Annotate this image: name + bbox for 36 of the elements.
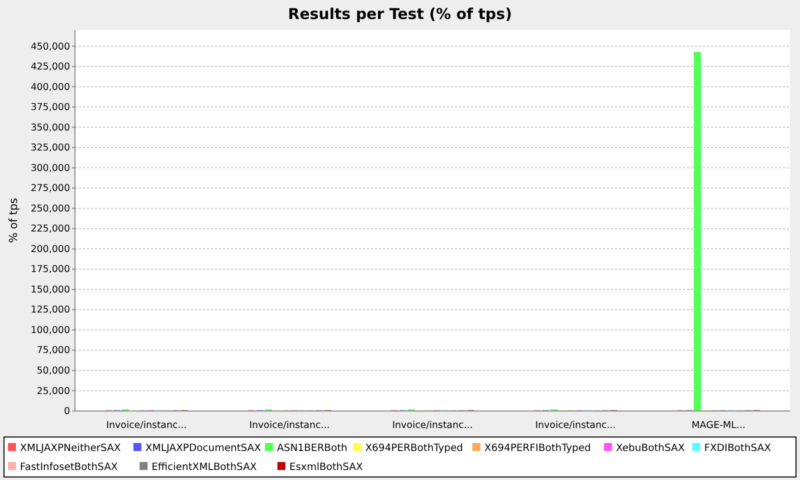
legend-label: ASN1BERBoth [277,443,348,454]
y-tick-label: 200,000 [30,244,70,255]
y-tick-label: 75,000 [36,345,70,356]
y-tick-label: 375,000 [30,102,70,114]
y-tick-label: 275,000 [30,183,70,194]
legend-label: FastInfosetBothSAX [20,462,118,473]
x-tick-label: Invoice/instanc... [392,420,473,431]
y-tick-label: 325,000 [30,142,70,154]
x-tick-label: Invoice/instanc... [249,420,330,431]
chart-title: Results per Test (% of tps) [288,5,512,23]
y-tick-label: 425,000 [30,62,70,73]
legend-label: X694PERFIBothTyped [484,443,591,454]
legend-label: X694PERBothTyped [365,443,463,454]
x-tick-label: Invoice/instanc... [535,420,616,431]
legend-label: XebuBothSAX [616,443,685,454]
legend-label: XMLJAXPNeitherSAX [20,443,121,454]
x-tick-label: MAGE-ML... [692,420,746,431]
y-tick-label: 0 [64,406,70,418]
y-tick-label: 300,000 [30,162,70,174]
y-tick-label: 25,000 [36,386,70,397]
y-tick-label: 50,000 [36,366,70,377]
y-tick-label: 100,000 [30,324,70,336]
legend-label: EsxmlBothSAX [289,462,363,473]
y-tick-label: 250,000 [30,203,70,214]
y-tick-label: 400,000 [30,82,70,93]
legend-label: FXDIBothSAX [704,443,772,454]
y-tick-label: 225,000 [30,224,70,235]
y-tick-label: 125,000 [30,304,70,316]
y-tick-label: 150,000 [30,284,70,296]
y-axis-title: % of tps [7,198,20,244]
x-tick-label: Invoice/instanc... [106,420,187,431]
y-tick-label: 350,000 [30,122,70,134]
legend-label: XMLJAXPDocumentSAX [145,443,262,454]
y-tick-label: 450,000 [30,41,70,52]
legend-label: EfficientXMLBothSAX [152,462,257,473]
y-tick-label: 175,000 [30,264,70,276]
